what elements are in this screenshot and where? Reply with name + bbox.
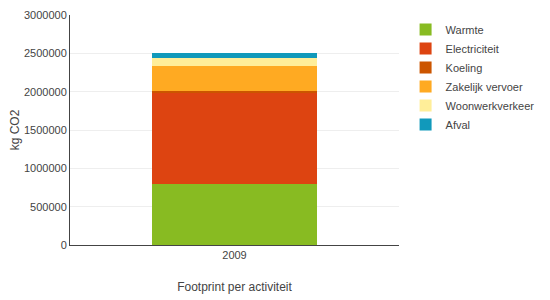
svg-text:2000000: 2000000 (24, 86, 67, 98)
svg-text:1500000: 1500000 (24, 124, 67, 136)
svg-text:Afval: Afval (446, 119, 470, 131)
svg-text:500000: 500000 (30, 201, 67, 213)
svg-text:Footprint per activiteit: Footprint per activiteit (177, 280, 292, 294)
svg-text:Electriciteit: Electriciteit (446, 43, 499, 55)
svg-text:3000000: 3000000 (24, 9, 67, 21)
svg-text:1000000: 1000000 (24, 162, 67, 174)
svg-text:kg CO2: kg CO2 (8, 109, 22, 150)
svg-text:2009: 2009 (222, 249, 246, 261)
svg-text:Zakelijk vervoer: Zakelijk vervoer (446, 81, 523, 93)
svg-text:Koeling: Koeling (446, 62, 483, 74)
svg-text:Warmte: Warmte (446, 24, 484, 36)
svg-text:2500000: 2500000 (24, 47, 67, 59)
svg-text:Woonwerkverkeer: Woonwerkverkeer (446, 100, 535, 112)
svg-text:0: 0 (61, 239, 67, 251)
